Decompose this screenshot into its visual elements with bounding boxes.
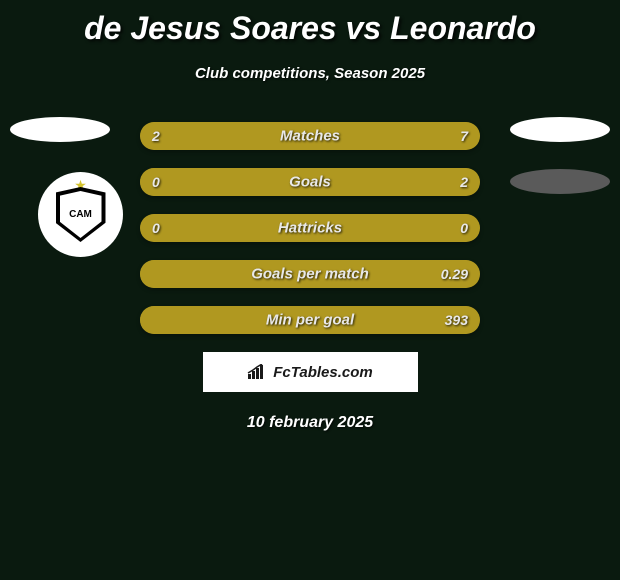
stat-label: Hattricks xyxy=(278,220,342,237)
stat-row: 0 Goals 2 xyxy=(140,168,480,196)
stat-label: Matches xyxy=(280,128,340,145)
chart-icon xyxy=(247,364,267,380)
stat-value-left: 0 xyxy=(152,174,160,190)
shield-icon: CAM xyxy=(56,187,106,242)
stat-value-right: 0 xyxy=(460,220,468,236)
subtitle: Club competitions, Season 2025 xyxy=(0,65,620,82)
player-right-marker-2 xyxy=(510,169,610,194)
branding-box: FcTables.com xyxy=(203,352,418,392)
stat-value-left: 2 xyxy=(152,128,160,144)
stat-label: Goals xyxy=(289,174,331,191)
stat-row: 0 Hattricks 0 xyxy=(140,214,480,242)
club-badge-text: CAM xyxy=(60,191,102,238)
stat-row: Goals per match 0.29 xyxy=(140,260,480,288)
stat-value-right: 393 xyxy=(445,312,468,328)
bar-fill-left xyxy=(140,306,150,334)
stat-row: 2 Matches 7 xyxy=(140,122,480,150)
date-line: 10 february 2025 xyxy=(0,414,620,432)
bar-fill-right xyxy=(215,122,480,150)
page-title: de Jesus Soares vs Leonardo xyxy=(0,0,620,47)
left-player-badges: ★ CAM xyxy=(10,117,110,197)
club-badge-left: ★ CAM xyxy=(38,172,123,257)
stat-label: Goals per match xyxy=(251,266,369,283)
stat-value-right: 7 xyxy=(460,128,468,144)
bar-fill-left xyxy=(140,260,150,288)
stat-value-right: 0.29 xyxy=(441,266,468,282)
bar-fill-left xyxy=(140,168,150,196)
stat-row: Min per goal 393 xyxy=(140,306,480,334)
stat-label: Min per goal xyxy=(266,312,354,329)
player-right-marker-1 xyxy=(510,117,610,142)
comparison-container: ★ CAM 2 Matches 7 0 Goals 2 0 Hattricks 0 Goals p… xyxy=(0,122,620,334)
stats-bars: 2 Matches 7 0 Goals 2 0 Hattricks 0 Goals per mat… xyxy=(140,122,480,334)
stat-value-right: 2 xyxy=(460,174,468,190)
right-player-badges xyxy=(510,117,610,249)
stat-value-left: 0 xyxy=(152,220,160,236)
player-left-marker xyxy=(10,117,110,142)
branding-text: FcTables.com xyxy=(273,364,372,381)
